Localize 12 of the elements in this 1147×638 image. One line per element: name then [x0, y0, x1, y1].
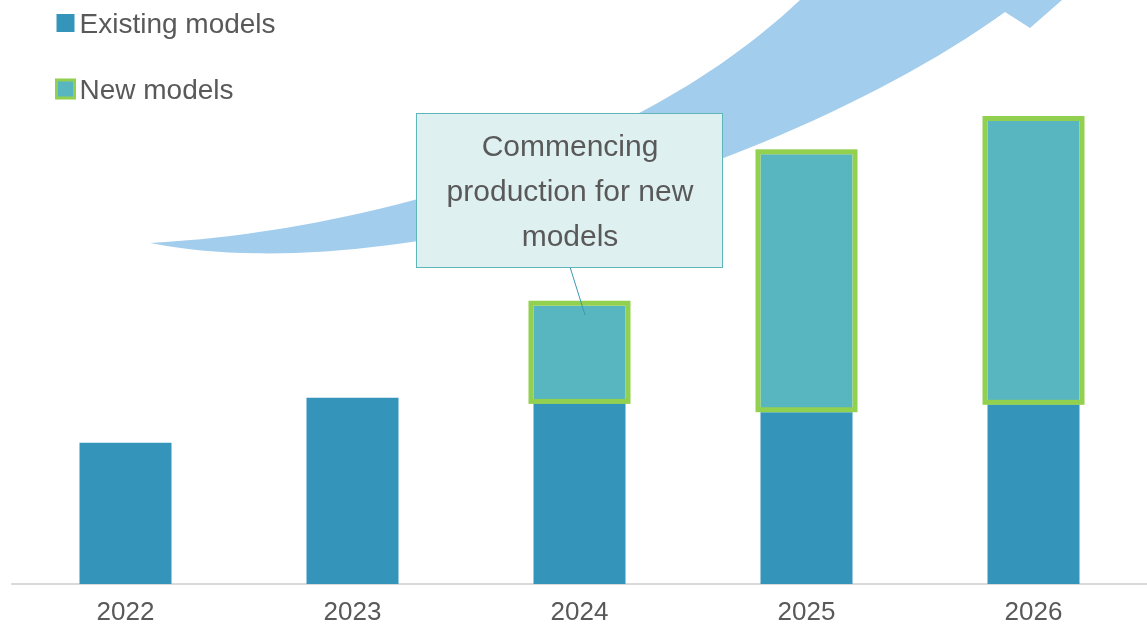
legend-label: Existing models: [79, 7, 276, 39]
annotation: Commencing production for new models: [445, 128, 695, 254]
x-tick-label: 2023: [323, 596, 382, 626]
x-tick-label: 2025: [777, 596, 836, 626]
bar: [79, 442, 172, 584]
bar: [306, 397, 399, 584]
bar: [987, 404, 1080, 584]
x-tick-label: 2024: [550, 596, 609, 626]
x-tick-label: 2026: [1004, 596, 1063, 626]
bar: [533, 403, 626, 584]
x-tick-label: 2022: [96, 596, 155, 626]
legend-label: New models: [79, 73, 234, 105]
